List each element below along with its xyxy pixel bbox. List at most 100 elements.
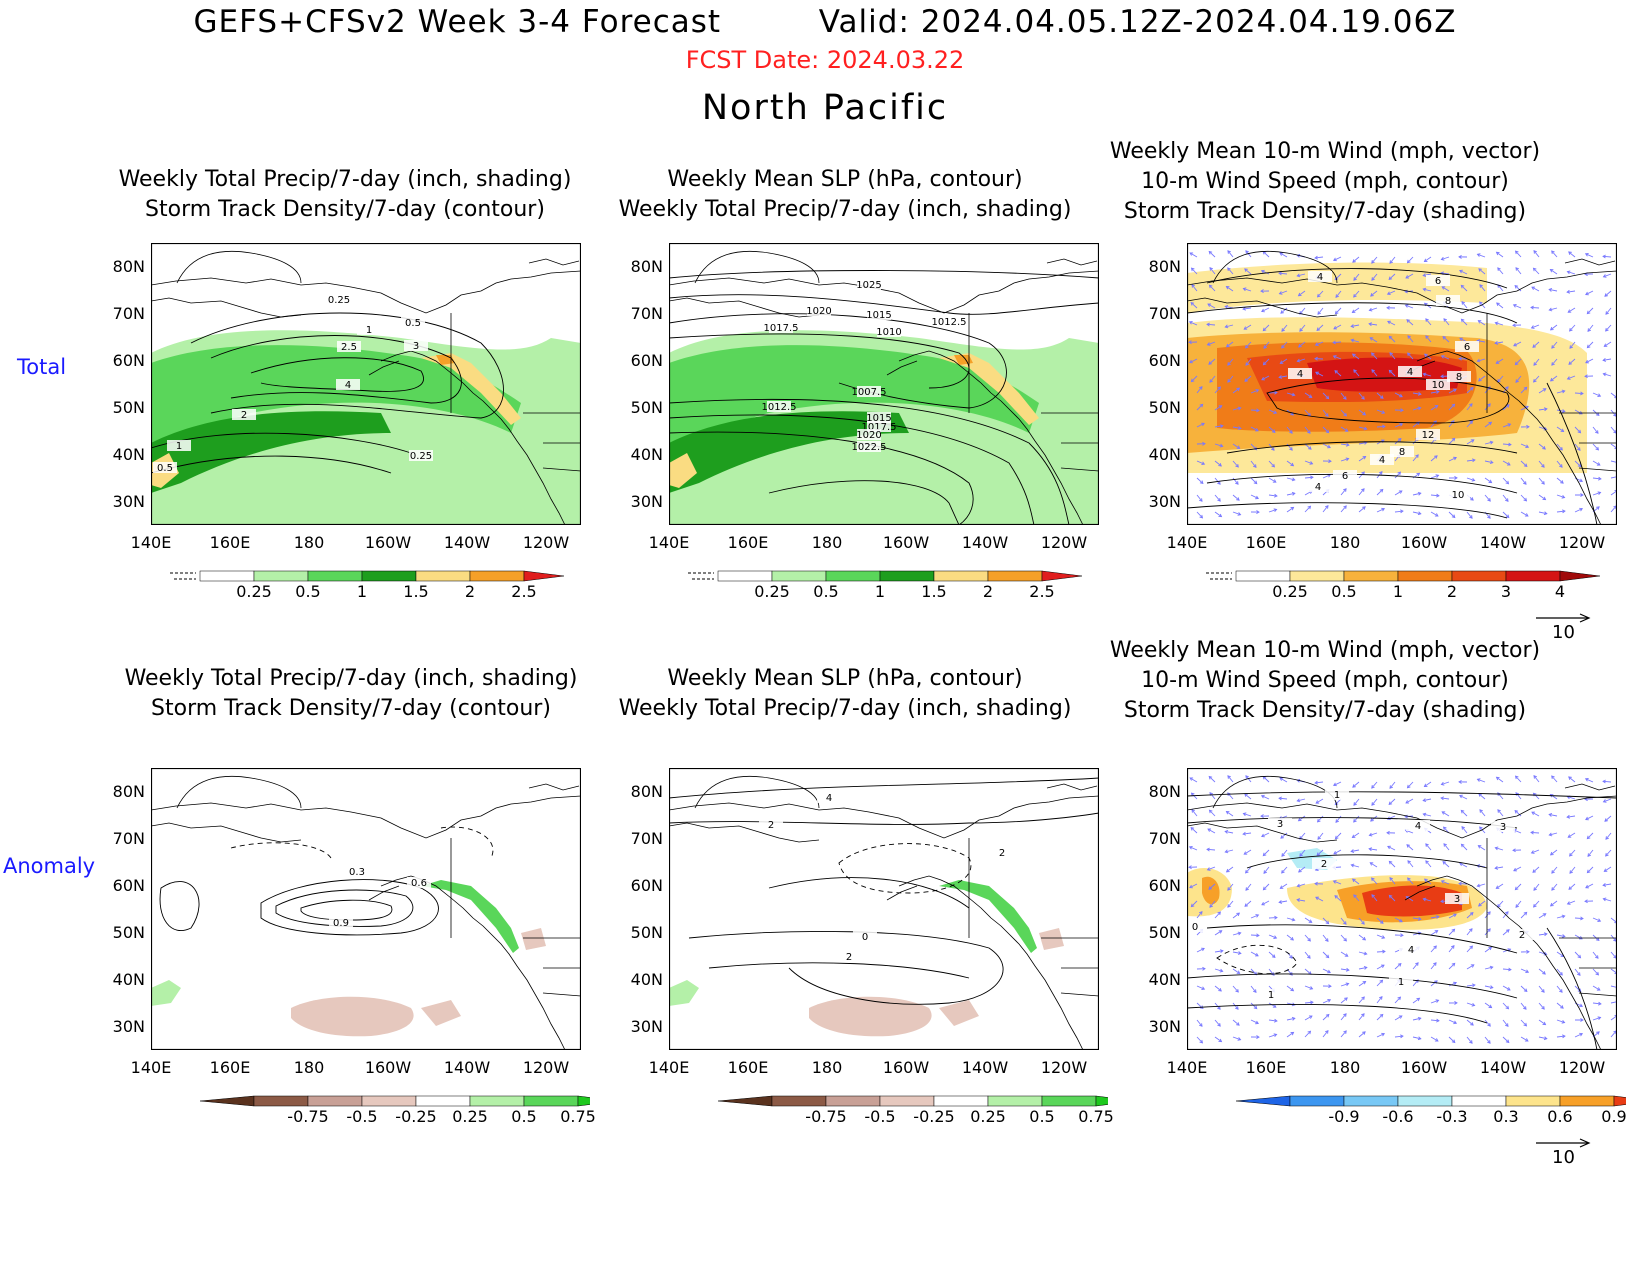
colorbar-precip-anom: -0.75 -0.5 -0.25 0.25 0.5 0.75 bbox=[170, 1093, 619, 1133]
contour-label: 0.25 bbox=[328, 295, 350, 306]
contour-label: 1 bbox=[366, 325, 372, 336]
lon-label: 140E bbox=[648, 533, 690, 552]
shading-region bbox=[669, 345, 1039, 453]
contour-line bbox=[669, 313, 1007, 409]
colorbar-tick-label: -0.5 bbox=[864, 1107, 896, 1126]
contour-label: 6 bbox=[1435, 276, 1441, 287]
colorbar-swatch bbox=[987, 1095, 1043, 1107]
shading-region bbox=[939, 353, 1039, 425]
contour-line bbox=[669, 333, 970, 389]
map-panel-total-wind: 4 6 8 6 4 4 10 8 12 8 4 6 4 10 80N 70N 60N 50N 40N 30N 140E 1… bbox=[1149, 243, 1617, 552]
contour-label: 1 bbox=[1268, 990, 1274, 1001]
lat-label: 80N bbox=[630, 782, 663, 801]
lat-label: 30N bbox=[112, 1017, 145, 1036]
contour-label: 1 bbox=[1398, 977, 1404, 988]
colorbar-tick-label: -0.5 bbox=[346, 1107, 378, 1126]
colorbar-swatch bbox=[199, 570, 255, 582]
shading-region bbox=[669, 980, 699, 1006]
contour-label: 4 bbox=[1317, 272, 1323, 283]
contour-line bbox=[669, 812, 1099, 825]
colorbar-swatch bbox=[825, 570, 881, 582]
colorbar-swatch bbox=[523, 570, 565, 582]
contour-label: 2 bbox=[999, 848, 1005, 859]
colorbar-tick-label: 0.25 bbox=[236, 582, 272, 601]
contour-line bbox=[669, 270, 1099, 279]
contour-line bbox=[1187, 791, 1617, 799]
lat-label: 50N bbox=[1148, 398, 1181, 417]
colorbar-tick-label: 0.5 bbox=[1331, 582, 1357, 601]
contour-line bbox=[159, 881, 200, 931]
contour-line bbox=[669, 294, 1099, 315]
contour-line bbox=[1546, 927, 1598, 1050]
colorbar-swatch bbox=[879, 1095, 935, 1107]
contour-label: 1007.5 bbox=[852, 387, 887, 398]
contour-label: 6 bbox=[1342, 471, 1348, 482]
lon-label: 120W bbox=[1040, 1058, 1088, 1077]
lat-label: 80N bbox=[112, 257, 145, 276]
lon-label: 120W bbox=[1040, 533, 1088, 552]
contour-label: 1015 bbox=[866, 413, 891, 424]
colorbar-tick-label: 2.5 bbox=[1029, 582, 1055, 601]
colorbar-swatch bbox=[1451, 1095, 1507, 1107]
colorbar-precip-total-2: 0.25 0.5 1 1.5 2 2.5 bbox=[688, 568, 1108, 608]
colorbar-swatch bbox=[1505, 1095, 1561, 1107]
colorbar-tick-label: 0.9 bbox=[1601, 1107, 1627, 1126]
lon-label: 160E bbox=[1245, 533, 1287, 552]
shading-region bbox=[809, 996, 932, 1037]
lat-label: 50N bbox=[1148, 923, 1181, 942]
lon-label: 160W bbox=[364, 533, 412, 552]
contour-label: 3 bbox=[1500, 822, 1506, 833]
lat-label: 70N bbox=[112, 304, 145, 323]
panel5-title: Weekly Mean SLP (hPa, contour) Weekly Tot… bbox=[618, 666, 1072, 721]
lon-label: 180 bbox=[293, 533, 325, 552]
colorbar-swatch bbox=[1343, 1095, 1399, 1107]
colorbar-swatch bbox=[1235, 570, 1291, 582]
contour-label: 4 bbox=[1297, 369, 1303, 380]
colorbar-tick-label: -0.25 bbox=[913, 1107, 955, 1126]
lon-label: 140E bbox=[130, 533, 172, 552]
contour-line bbox=[708, 962, 970, 979]
lat-label: 40N bbox=[630, 445, 663, 464]
lat-label: 30N bbox=[630, 492, 663, 511]
colorbar-tick-label: 4 bbox=[1554, 582, 1566, 601]
colorbar-tick-label: 3 bbox=[1500, 582, 1512, 601]
shading-region bbox=[939, 1000, 979, 1026]
colorbar-swatch bbox=[933, 570, 989, 582]
lat-label: 30N bbox=[630, 1017, 663, 1036]
lat-label: 80N bbox=[1148, 257, 1181, 276]
shading-region bbox=[954, 355, 973, 365]
lat-label: 60N bbox=[630, 351, 663, 370]
colorbar-tick-label: 1.5 bbox=[921, 582, 947, 601]
lat-label: 40N bbox=[630, 970, 663, 989]
lon-label: 160E bbox=[727, 533, 769, 552]
contour-label: 0.3 bbox=[349, 867, 365, 878]
colorbar-swatch bbox=[361, 570, 417, 582]
colorbar-swatch bbox=[1041, 1095, 1097, 1107]
lon-label: 140W bbox=[1479, 533, 1527, 552]
lat-label: 80N bbox=[112, 782, 145, 801]
lat-label: 30N bbox=[1148, 1017, 1181, 1036]
vector-reference-total: 10 bbox=[1534, 610, 1594, 650]
colorbar-tick-label: -0.75 bbox=[805, 1107, 847, 1126]
map-frame bbox=[669, 243, 1099, 525]
lon-label: 120W bbox=[1558, 533, 1606, 552]
contour-line bbox=[669, 398, 1070, 525]
contour-label: 2 bbox=[1321, 859, 1327, 870]
colorbar-swatch bbox=[1289, 570, 1345, 582]
panel4-title: Weekly Total Precip/7-day (inch, shading… bbox=[124, 666, 578, 721]
contour-label: 1020 bbox=[856, 430, 881, 441]
shading-region bbox=[521, 928, 546, 950]
contour-line bbox=[190, 312, 504, 419]
lon-label: 180 bbox=[293, 1058, 325, 1077]
contour-label: 1012.5 bbox=[762, 402, 797, 413]
colorbar-swatch bbox=[1289, 1095, 1345, 1107]
colorbar-tick-label: 1.5 bbox=[403, 582, 429, 601]
lon-label: 140E bbox=[130, 1058, 172, 1077]
colorbar-swatch bbox=[1505, 570, 1561, 582]
shading-region bbox=[1307, 357, 1462, 392]
row-label-anomaly: Anomaly bbox=[3, 854, 96, 878]
colorbar-swatch bbox=[933, 1095, 989, 1107]
row-label-total: Total bbox=[17, 355, 67, 379]
map-frame bbox=[1187, 243, 1617, 525]
contour-line bbox=[300, 899, 393, 921]
